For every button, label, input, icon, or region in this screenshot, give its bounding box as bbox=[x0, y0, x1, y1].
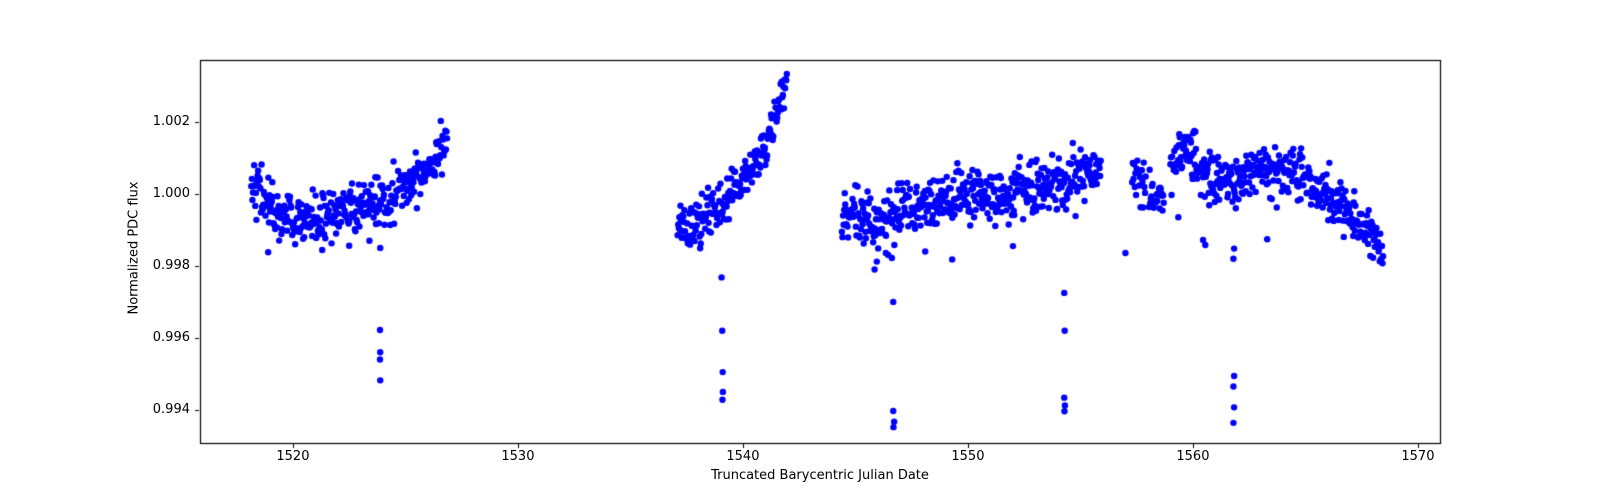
x-tick-label: 1560 bbox=[1176, 449, 1210, 464]
x-tick-label: 1530 bbox=[501, 449, 535, 464]
y-tick-label: 0.994 bbox=[152, 401, 190, 417]
y-tick-label: 0.996 bbox=[152, 329, 190, 345]
x-axis-label: Truncated Barycentric Julian Date bbox=[711, 468, 929, 483]
x-tick-label: 1540 bbox=[726, 449, 760, 464]
x-tick-label: 1520 bbox=[276, 449, 310, 464]
x-tick-label: 1570 bbox=[1401, 449, 1435, 464]
y-tick-label: 1.000 bbox=[152, 185, 190, 201]
y-tick-label: 1.002 bbox=[152, 113, 190, 129]
x-tick-label: 1550 bbox=[951, 449, 985, 464]
y-tick-label: 0.998 bbox=[152, 257, 190, 273]
